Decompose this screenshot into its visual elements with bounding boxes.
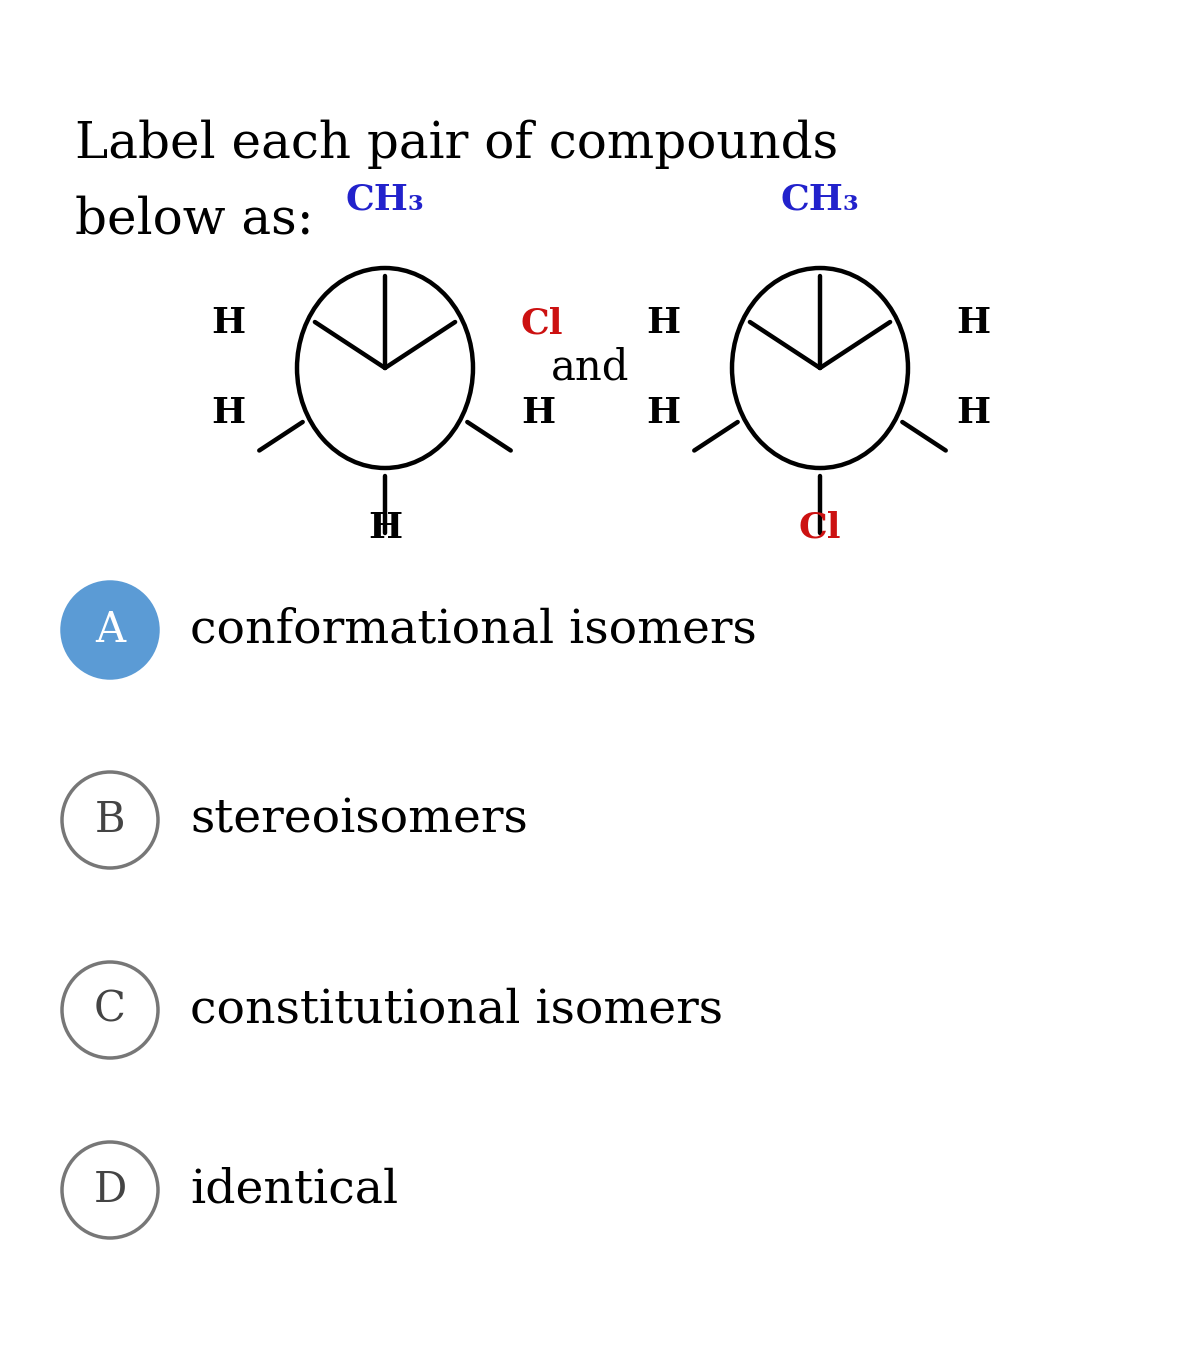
Text: and: and	[551, 347, 629, 389]
Text: H: H	[211, 396, 245, 430]
Text: identical: identical	[190, 1167, 398, 1213]
Text: H: H	[646, 396, 680, 430]
Text: Label each pair of compounds: Label each pair of compounds	[74, 120, 839, 169]
Text: conformational isomers: conformational isomers	[190, 607, 757, 653]
Text: below as:: below as:	[74, 195, 313, 245]
Circle shape	[62, 772, 158, 868]
Text: H: H	[956, 306, 990, 339]
Text: H: H	[646, 306, 680, 339]
Circle shape	[62, 1142, 158, 1238]
Text: H: H	[956, 396, 990, 430]
Text: Cl: Cl	[799, 511, 841, 545]
Text: H: H	[368, 511, 402, 545]
Text: Cl: Cl	[521, 306, 564, 339]
Text: H: H	[211, 306, 245, 339]
Text: C: C	[94, 990, 126, 1032]
Circle shape	[62, 581, 158, 677]
Text: constitutional isomers: constitutional isomers	[190, 987, 722, 1033]
Text: H: H	[521, 396, 556, 430]
Text: stereoisomers: stereoisomers	[190, 798, 528, 842]
Text: CH₃: CH₃	[781, 183, 859, 218]
Circle shape	[62, 963, 158, 1059]
Text: B: B	[95, 799, 125, 841]
Text: D: D	[94, 1169, 127, 1211]
Text: A: A	[95, 608, 125, 652]
Text: CH₃: CH₃	[346, 183, 425, 218]
